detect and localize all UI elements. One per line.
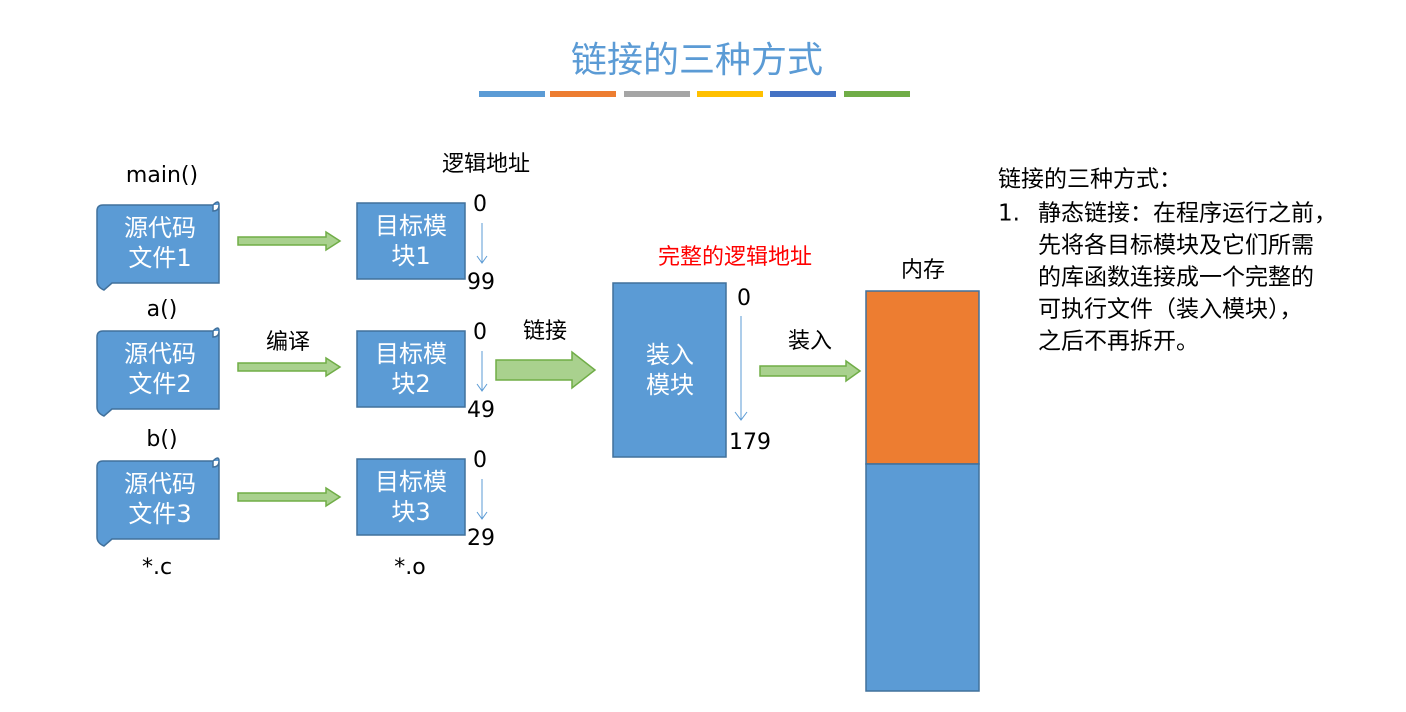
source-file xyxy=(96,327,220,417)
target-module-label: 目标模 xyxy=(375,468,447,496)
source-file-label: 源代码 xyxy=(124,470,196,498)
memory-label: 内存 xyxy=(901,258,945,283)
source-file-label: 源代码 xyxy=(124,214,196,242)
target-module xyxy=(356,330,466,408)
notes-heading: 链接的三种方式： xyxy=(998,167,1182,193)
address-end: 99 xyxy=(467,270,495,295)
memory-free xyxy=(865,463,980,692)
compile-label: 编译 xyxy=(266,330,310,355)
logical-address-label: 逻辑地址 xyxy=(442,152,530,177)
load-label: 装入 xyxy=(788,329,832,354)
target-module-label: 目标模 xyxy=(375,212,447,240)
address-start: 0 xyxy=(473,320,487,345)
function-call: a() xyxy=(147,297,178,322)
notes-line: 可执行文件（装入模块）， xyxy=(1038,297,1303,323)
compile-arrow xyxy=(237,486,342,508)
load-arrow xyxy=(759,359,862,383)
address-start: 0 xyxy=(473,192,487,217)
slide-title: 链接的三种方式 xyxy=(571,40,823,81)
link-arrow xyxy=(495,350,597,390)
function-call: main() xyxy=(126,163,198,188)
source-file-label: 文件2 xyxy=(128,370,191,398)
notes-line: 的库函数连接成一个完整的 xyxy=(1038,265,1314,291)
compile-arrow xyxy=(237,356,342,378)
address-end: 49 xyxy=(467,398,495,423)
source-file-label: 文件3 xyxy=(128,500,191,528)
target-module xyxy=(356,202,466,280)
link-label: 链接 xyxy=(523,319,567,344)
notes-line: 静态链接：在程序运行之前， xyxy=(1038,201,1337,227)
address-arrow xyxy=(476,479,488,520)
notes-line: 之后不再拆开。 xyxy=(1038,329,1199,355)
notes-item-number: 1. xyxy=(998,201,1020,227)
source-ext: *.c xyxy=(142,555,172,580)
object-ext: *.o xyxy=(394,555,425,580)
address-start: 0 xyxy=(473,448,487,473)
source-file xyxy=(96,201,220,291)
title-underline xyxy=(479,91,910,97)
target-module-label: 目标模 xyxy=(375,340,447,368)
function-call: b() xyxy=(146,427,177,452)
notes-line: 先将各目标模块及它们所需 xyxy=(1038,233,1314,259)
target-module xyxy=(356,458,466,536)
target-module-label: 块3 xyxy=(391,498,430,526)
target-module-label: 块2 xyxy=(391,370,430,398)
memory-used xyxy=(865,290,980,465)
address-end: 179 xyxy=(729,430,771,455)
address-arrow xyxy=(476,223,488,264)
source-file xyxy=(96,457,220,547)
load-module xyxy=(612,282,727,458)
load-module-label: 模块 xyxy=(646,371,694,399)
source-file-label: 文件1 xyxy=(128,244,191,272)
address-arrow xyxy=(476,351,488,392)
load-module-label: 装入 xyxy=(646,341,694,369)
address-arrow xyxy=(734,316,748,421)
source-file-label: 源代码 xyxy=(124,340,196,368)
full-address-label: 完整的逻辑地址 xyxy=(658,245,812,270)
target-module-label: 块1 xyxy=(391,242,430,270)
address-start: 0 xyxy=(737,286,751,311)
address-end: 29 xyxy=(467,526,495,551)
compile-arrow xyxy=(237,230,342,252)
